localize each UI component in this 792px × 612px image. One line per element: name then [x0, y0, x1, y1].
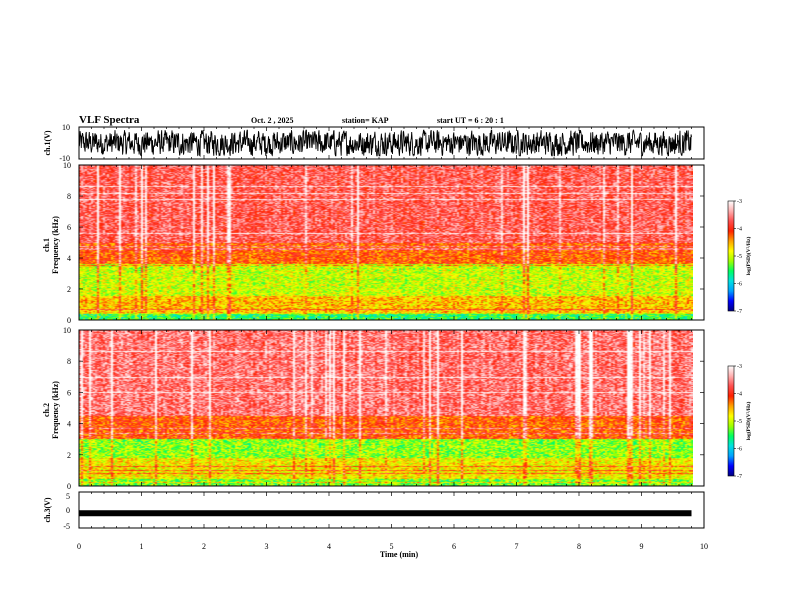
ch2-spectrogram-ylabel-channel: ch.2 [42, 403, 51, 417]
ch2-colorbar-tick-label-0: -3 [737, 364, 742, 370]
ch3-waveform-trace [79, 510, 692, 517]
x-tick-label-0: 0 [77, 542, 81, 551]
x-tick-label-4: 4 [327, 542, 331, 551]
x-tick-label-6: 6 [452, 542, 456, 551]
ch3-ytick-bottom: -5 [63, 522, 70, 531]
station-label: station= KAP [342, 116, 389, 125]
ch1-waveform-panel: 10 -10 ch.1(V) [43, 123, 705, 163]
x-tick-label-1: 1 [140, 542, 144, 551]
ch2-colorbar-tick-label-2: -5 [737, 419, 742, 425]
ch1-spectrogram-ylabel-channel: ch.1 [42, 238, 51, 252]
ch1-ytick-bottom: -10 [59, 154, 70, 163]
ch2-colorbar: -3 -4 -5 -6 -7 log(PSD)(V²/Hz) [727, 364, 752, 480]
freq-tick-label-2: 4 [67, 420, 71, 429]
ch3-waveform-frame [78, 491, 705, 529]
ch1-ylabel: ch.1(V) [43, 130, 52, 155]
x-tick-label-9: 9 [640, 542, 644, 551]
ch2-spectrogram-image [79, 330, 693, 486]
ch1-waveform-trace [78, 128, 692, 158]
ch1-colorbar-tick-label-0: -3 [737, 199, 742, 205]
freq-tick-label-4: 8 [67, 357, 71, 366]
freq-tick-label-4: 8 [67, 192, 71, 201]
ch1-spectrogram-panel: 0 2 4 6 8 10 ch.1 Frequency (kHz) -3 -4 -5 -6 -7 l… [42, 161, 752, 325]
ch2-colorbar-tick-label-1: -4 [737, 392, 742, 398]
ch2-spectrogram-ylabel-freq: Frequency (kHz) [51, 381, 60, 439]
x-axis-label: Time (min) [380, 550, 419, 559]
ch1-colorbar-tick-label-4: -7 [737, 309, 742, 315]
start-time-label: start UT = 6 : 20 : 1 [437, 116, 504, 125]
x-tick-label-10: 10 [700, 542, 708, 551]
freq-tick-label-0: 0 [67, 316, 71, 325]
figure-title: VLF Spectra [79, 114, 140, 126]
x-tick-label-2: 2 [202, 542, 206, 551]
ch1-spectrogram-ylabel-freq: Frequency (kHz) [51, 216, 60, 274]
ch1-colorbar-tick-label-3: -6 [737, 282, 742, 288]
x-tick-label-8: 8 [577, 542, 581, 551]
freq-tick-label-3: 6 [67, 388, 71, 397]
freq-tick-label-5: 10 [63, 326, 71, 335]
freq-tick-label-3: 6 [67, 223, 71, 232]
ch2-colorbar-label: log(PSD)(V²/Hz) [745, 402, 752, 441]
ch1-colorbar-tick-label-1: -4 [737, 227, 742, 233]
ch3-ytick-mid: 0 [66, 506, 70, 515]
ch2-colorbar-tick-label-4: -7 [737, 474, 742, 480]
ch2-spectrogram-panel: 0 2 4 6 8 10 ch.2 Frequency (kHz) -3 -4 -5 -6 -7 l… [42, 326, 752, 491]
ch1-spectrogram-image [79, 165, 693, 320]
ch2-colorbar-scale [727, 365, 735, 477]
ch1-colorbar-label: log(PSD)(V²/Hz) [745, 237, 752, 276]
freq-tick-label-0: 0 [67, 482, 71, 491]
ch3-ytick-top: 5 [66, 492, 70, 501]
ch3-ylabel: ch.3(V) [43, 497, 52, 522]
x-tick-label-3: 3 [265, 542, 269, 551]
ch2-colorbar-tick-label-3: -6 [737, 447, 742, 453]
freq-tick-label-1: 2 [67, 285, 71, 294]
x-tick-label-7: 7 [515, 542, 519, 551]
ch1-colorbar: -3 -4 -5 -6 -7 log(PSD)(V²/Hz) [727, 199, 752, 315]
ch1-colorbar-scale [727, 200, 735, 312]
ch1-colorbar-tick-label-2: -5 [737, 254, 742, 260]
freq-tick-label-2: 4 [67, 254, 71, 263]
date-label: Oct. 2 , 2025 [251, 116, 293, 125]
time-axis: 0 1 2 3 4 5 6 7 8 9 10 [77, 542, 708, 551]
x-tick-label-5: 5 [390, 542, 394, 551]
ch3-waveform-panel: 5 0 -5 ch.3(V) [43, 491, 705, 531]
freq-tick-label-5: 10 [63, 161, 71, 170]
ch1-ytick-top: 10 [62, 123, 70, 132]
freq-tick-label-1: 2 [67, 451, 71, 460]
